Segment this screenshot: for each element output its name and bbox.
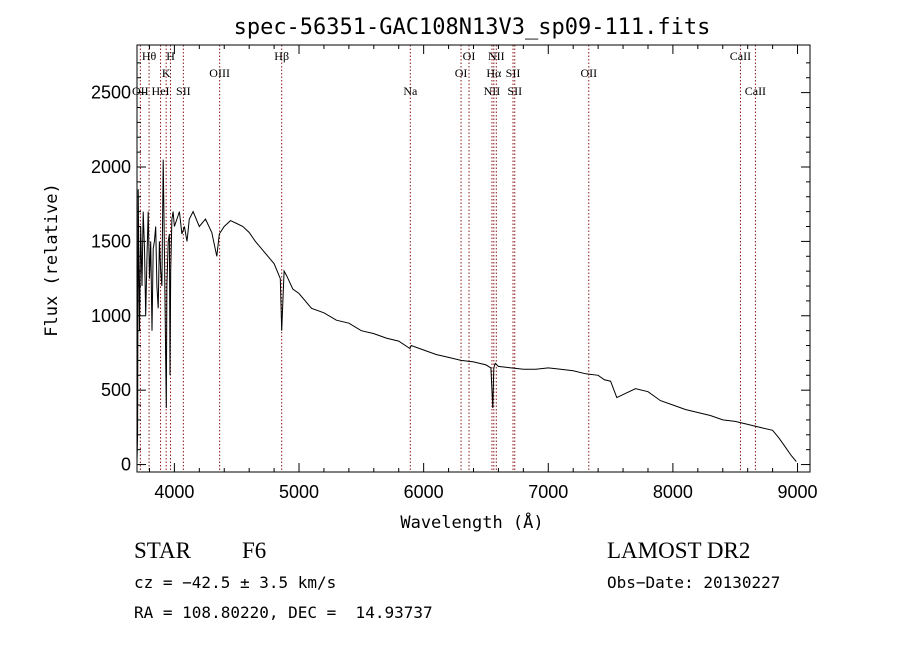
line-label: CaII bbox=[730, 49, 751, 63]
line-label: OIII bbox=[209, 66, 230, 80]
spectral-line-markers bbox=[139, 45, 756, 472]
line-label: SII bbox=[506, 66, 521, 80]
line-label: OII bbox=[132, 84, 149, 98]
line-label: OII bbox=[580, 66, 597, 80]
x-tick-label: 4000 bbox=[154, 482, 194, 502]
survey-name: LAMOST DR2 bbox=[607, 538, 751, 563]
line-label: SII bbox=[507, 84, 522, 98]
line-label: OI bbox=[463, 49, 476, 63]
y-tick-label: 2000 bbox=[91, 157, 131, 177]
line-label: Hθ bbox=[142, 49, 157, 63]
y-axis-label: Flux (relative) bbox=[42, 183, 62, 337]
y-tick-label: 0 bbox=[121, 455, 131, 475]
line-label: K bbox=[162, 66, 171, 80]
x-axis-label: Wavelength (Å) bbox=[400, 511, 543, 533]
chart-title: spec-56351-GAC108N13V3_sp09-111.fits bbox=[234, 15, 711, 40]
object-subclass: F6 bbox=[242, 538, 267, 563]
line-label: Hα bbox=[486, 66, 502, 80]
x-tick-label: 7000 bbox=[528, 482, 568, 502]
line-label: NII bbox=[484, 84, 501, 98]
line-label: CaII bbox=[745, 84, 766, 98]
line-label: Hβ bbox=[274, 49, 289, 63]
plot-frame bbox=[136, 44, 811, 473]
x-tick-label: 8000 bbox=[653, 482, 693, 502]
line-label: HeI bbox=[152, 84, 170, 98]
x-tick-label: 9000 bbox=[778, 482, 818, 502]
line-label: SII bbox=[176, 84, 191, 98]
x-tick-label: 6000 bbox=[404, 482, 444, 502]
axis-ticks: 4000 5000 6000 7000 8000 9000 0 500 1000 1500 2000… bbox=[91, 45, 818, 502]
x-tick-label: 5000 bbox=[279, 482, 319, 502]
line-label: Na bbox=[403, 84, 418, 98]
spectrum-line bbox=[136, 159, 797, 462]
coordinates: RA = 108.80220, DEC = 14.93737 bbox=[134, 603, 433, 622]
redshift-text: cz = −42.5 ± 3.5 km/s bbox=[134, 573, 337, 592]
y-tick-label: 1500 bbox=[91, 231, 131, 251]
line-label: OI bbox=[455, 66, 468, 80]
line-label: H bbox=[166, 49, 175, 63]
y-tick-label: 2500 bbox=[91, 83, 131, 103]
line-label: NII bbox=[488, 49, 505, 63]
plot-axes bbox=[136, 44, 811, 473]
object-class: STAR bbox=[134, 538, 191, 563]
obs-date: Obs−Date: 20130227 bbox=[607, 573, 781, 592]
y-tick-label: 500 bbox=[101, 380, 131, 400]
y-tick-label: 1000 bbox=[91, 306, 131, 326]
